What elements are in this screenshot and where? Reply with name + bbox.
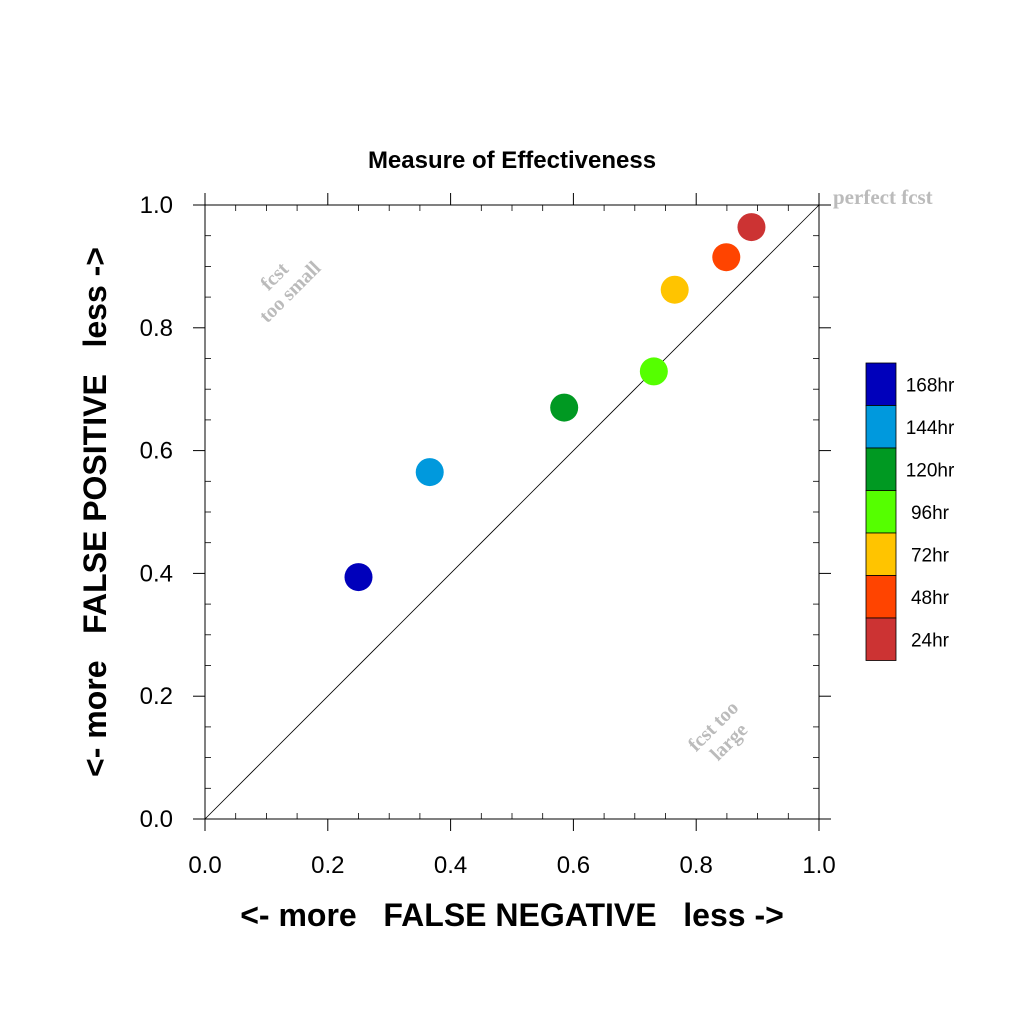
y-axis-label: <- more FALSE POSITIVE less -> (77, 247, 113, 777)
data-points (344, 213, 766, 592)
legend-label-168hr: 168hr (906, 375, 955, 396)
annotation-perfect-fcst: perfect fcst (833, 185, 933, 209)
legend-swatch-24hr (865, 617, 897, 661)
y-axis: 0.0 0.2 0.4 0.6 0.8 1.0 (140, 192, 831, 833)
x-axis: 0.0 0.2 0.4 0.6 0.8 1.0 (188, 193, 836, 879)
data-point-48hr (712, 243, 741, 272)
reference-diagonal (204, 204, 820, 820)
legend-label-48hr: 48hr (911, 588, 950, 609)
legend-label-24hr: 24hr (911, 630, 950, 651)
legend-label-96hr: 96hr (911, 503, 950, 524)
legend-label-144hr: 144hr (906, 418, 955, 439)
x-tick-label: 0.0 (188, 852, 221, 879)
legend-swatch-48hr (865, 575, 897, 619)
data-point-120hr (550, 393, 579, 422)
chart-title: Measure of Effectiveness (368, 147, 656, 174)
data-point-144hr (415, 458, 444, 487)
x-tick-label: 0.4 (434, 852, 467, 879)
x-tick-label: 0.6 (557, 852, 590, 879)
legend-swatch-96hr (865, 490, 897, 534)
x-tick-label: 0.2 (311, 852, 344, 879)
data-point-72hr (660, 275, 689, 304)
legend-swatch-120hr (865, 447, 897, 491)
annotation-too-small: fcst too small (255, 257, 325, 327)
y-tick-label: 1.0 (140, 192, 173, 219)
legend-swatch-144hr (865, 405, 897, 449)
annotation-too-small-line2: too small (255, 257, 325, 327)
y-tick-label: 0.0 (140, 806, 173, 833)
y-tick-label: 0.2 (140, 683, 173, 710)
y-tick-label: 0.6 (140, 438, 173, 465)
legend-label-72hr: 72hr (911, 545, 950, 566)
data-point-168hr (344, 563, 373, 592)
x-tick-label: 1.0 (802, 852, 835, 879)
x-axis-label: <- more FALSE NEGATIVE less -> (240, 897, 784, 933)
data-point-24hr (737, 213, 766, 242)
legend-label-120hr: 120hr (906, 460, 955, 481)
y-tick-label: 0.4 (140, 560, 173, 587)
x-tick-label: 0.8 (680, 852, 713, 879)
legend-swatch-72hr (865, 532, 897, 576)
data-point-96hr (639, 357, 668, 386)
y-tick-label: 0.8 (140, 315, 173, 342)
legend-swatch-168hr (865, 362, 897, 406)
legend: 168hr 144hr 120hr 96hr 72hr 48hr 24hr (865, 362, 955, 661)
annotation-too-large: fcst too large (684, 697, 752, 765)
